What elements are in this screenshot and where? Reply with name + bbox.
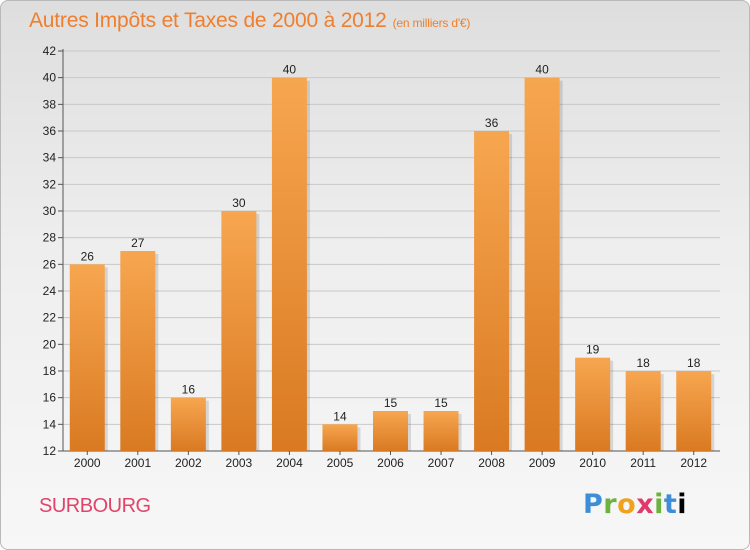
data-label: 16	[182, 383, 196, 397]
logo-letter: i	[654, 489, 664, 520]
bar-2005	[322, 424, 358, 451]
x-tick-label: 2004	[276, 456, 303, 470]
logo-letter: o	[617, 489, 637, 520]
y-tick-label: 30	[43, 204, 57, 218]
y-tick-label: 34	[43, 151, 57, 165]
logo-letter: t	[663, 489, 678, 520]
labels: 12 14 16 18 20 22 24 26 28 30 32 34 36 38 40 42 2000 26 20…	[43, 44, 708, 470]
x-tick-label: 2009	[529, 456, 556, 470]
y-tick-label: 20	[43, 337, 57, 351]
y-tick-label: 24	[43, 284, 57, 298]
x-tick-label: 2003	[226, 456, 253, 470]
y-tick-label: 28	[43, 231, 57, 245]
town-name: SURBOURG	[39, 495, 151, 517]
data-label: 27	[131, 236, 145, 250]
bar-2007	[423, 411, 459, 451]
logo-letter: x	[636, 489, 655, 520]
x-tick-label: 2008	[478, 456, 505, 470]
bar-2000	[69, 264, 105, 451]
proxiti-logo: Proxiti	[583, 489, 687, 520]
y-tick-label: 40	[43, 71, 57, 85]
y-tick-label: 32	[43, 177, 57, 191]
logo-letter: i	[677, 489, 688, 520]
x-tick-label: 2000	[74, 456, 101, 470]
bar-2004	[271, 77, 307, 452]
bar-2001	[120, 251, 156, 451]
y-tick-label: 36	[43, 124, 57, 138]
data-label: 26	[81, 249, 95, 263]
x-tick-label: 2001	[124, 456, 151, 470]
chart-subtitle: (en milliers d'€)	[392, 16, 471, 30]
bars	[69, 77, 715, 452]
bar-2006	[373, 411, 408, 451]
logo-letter: r	[603, 489, 618, 520]
y-tick-label: 26	[43, 257, 57, 271]
data-label: 36	[485, 116, 499, 130]
bar-2002	[170, 397, 206, 451]
logo-letter: P	[583, 489, 604, 520]
y-tick-label: 12	[43, 444, 57, 458]
x-tick-label: 2006	[377, 456, 404, 470]
bar-2010	[575, 357, 611, 451]
data-label: 30	[232, 196, 246, 210]
y-tick-label: 42	[43, 44, 57, 58]
data-label: 18	[637, 356, 651, 370]
y-tick-label: 16	[43, 391, 57, 405]
bar-2009	[524, 77, 560, 452]
data-label: 18	[687, 356, 701, 370]
y-tick-label: 18	[43, 364, 57, 378]
bar-2003	[221, 211, 257, 451]
data-label: 19	[586, 343, 600, 357]
chart-title: Autres Impôts et Taxes de 2000 à 2012 (en…	[29, 9, 470, 33]
y-tick-label: 22	[43, 311, 57, 325]
data-label: 15	[434, 396, 448, 410]
bar-2012	[676, 371, 712, 451]
data-label: 40	[283, 63, 297, 77]
y-tick-label: 38	[43, 97, 57, 111]
x-tick-label: 2011	[630, 456, 656, 470]
bar-2008	[474, 131, 510, 451]
data-label: 15	[384, 396, 398, 410]
data-label: 40	[535, 63, 549, 77]
bar-2011	[625, 371, 661, 451]
chart-title-text: Autres Impôts et Taxes de 2000 à 2012	[29, 9, 387, 32]
x-tick-label: 2012	[680, 456, 707, 470]
data-label: 14	[333, 409, 347, 423]
x-tick-label: 2002	[175, 456, 202, 470]
x-tick-label: 2010	[579, 456, 606, 470]
y-tick-label: 14	[43, 417, 57, 431]
grid-lines	[63, 50, 720, 425]
x-tick-label: 2007	[428, 456, 455, 470]
x-tick-label: 2005	[327, 456, 354, 470]
